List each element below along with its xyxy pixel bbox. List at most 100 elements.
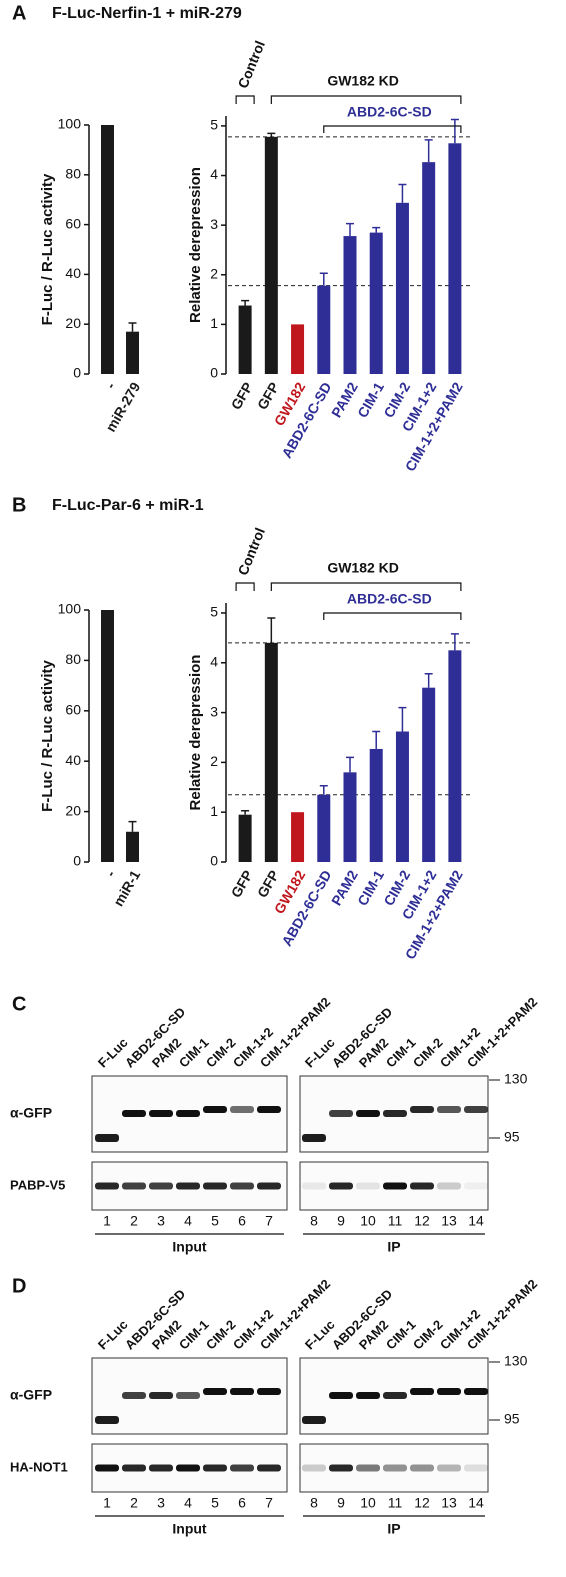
marker-label: 95 bbox=[504, 1129, 520, 1145]
band bbox=[437, 1464, 461, 1472]
y-tick-label: 0 bbox=[210, 853, 218, 869]
lane-label: CIM-2 bbox=[410, 1317, 446, 1353]
band bbox=[329, 1182, 353, 1190]
band bbox=[356, 1392, 380, 1399]
lane-number: 2 bbox=[130, 1495, 138, 1511]
band bbox=[203, 1182, 227, 1190]
bracket-label: GW182 KD bbox=[327, 73, 399, 89]
error-bar bbox=[267, 132, 276, 137]
y-tick-label: 0 bbox=[73, 853, 81, 869]
group-label: Input bbox=[172, 1239, 207, 1255]
error-bar bbox=[128, 820, 137, 832]
lane-label: F-Luc bbox=[95, 1035, 131, 1071]
lane-number: 4 bbox=[184, 1495, 192, 1511]
band bbox=[302, 1182, 326, 1190]
panel-label: A bbox=[12, 2, 26, 24]
bar bbox=[291, 324, 305, 374]
lane-number: 14 bbox=[468, 1213, 484, 1229]
bracket bbox=[323, 612, 462, 620]
panel-label: B bbox=[12, 494, 26, 516]
y-tick-label: 0 bbox=[73, 365, 81, 381]
lane-number: 11 bbox=[388, 1213, 403, 1229]
band bbox=[410, 1106, 434, 1113]
lane-number: 2 bbox=[130, 1213, 138, 1229]
lane-number: 10 bbox=[360, 1213, 376, 1229]
bar bbox=[101, 125, 114, 374]
lane-label: CIM-1 bbox=[383, 1317, 419, 1353]
lane-number: 12 bbox=[414, 1495, 430, 1511]
bar bbox=[343, 236, 357, 374]
y-tick-label: 40 bbox=[65, 265, 81, 281]
band bbox=[383, 1392, 407, 1399]
y-axis-label: F-Luc / R-Luc activity bbox=[39, 173, 56, 325]
y-tick-label: 2 bbox=[210, 753, 218, 769]
error-bar bbox=[372, 730, 381, 749]
band bbox=[122, 1182, 146, 1190]
bar bbox=[369, 748, 383, 862]
group-label: IP bbox=[387, 1239, 400, 1255]
lane-number: 3 bbox=[157, 1495, 165, 1511]
y-tick-label: 4 bbox=[210, 653, 218, 669]
band bbox=[176, 1392, 200, 1399]
lane-number: 8 bbox=[310, 1495, 318, 1511]
band bbox=[230, 1106, 254, 1113]
bar bbox=[264, 136, 278, 374]
band bbox=[329, 1392, 353, 1399]
band bbox=[176, 1182, 200, 1190]
x-tick-label: - bbox=[102, 867, 118, 879]
bar bbox=[317, 285, 331, 374]
band bbox=[95, 1464, 119, 1472]
lane-number: 4 bbox=[184, 1213, 192, 1229]
y-tick-label: 4 bbox=[210, 166, 218, 182]
lane-number: 9 bbox=[337, 1213, 345, 1229]
lane-label: F-Luc bbox=[95, 1317, 131, 1353]
bar bbox=[343, 772, 357, 862]
y-tick-label: 60 bbox=[65, 215, 81, 231]
band bbox=[383, 1182, 407, 1190]
bar bbox=[422, 162, 436, 374]
band bbox=[437, 1106, 461, 1113]
band bbox=[149, 1110, 173, 1117]
panel-title: F-Luc-Nerfin-1 + miR-279 bbox=[52, 5, 242, 22]
y-tick-label: 2 bbox=[210, 265, 218, 281]
error-bar bbox=[128, 322, 137, 332]
y-tick-label: 80 bbox=[65, 651, 81, 667]
band bbox=[302, 1134, 326, 1142]
band bbox=[203, 1388, 227, 1395]
bar bbox=[101, 610, 114, 862]
error-bar bbox=[398, 183, 407, 203]
group-label: IP bbox=[387, 1521, 400, 1537]
lane-label: CIM-1 bbox=[176, 1317, 212, 1353]
marker-label: 130 bbox=[504, 1353, 528, 1369]
row-label: α-GFP bbox=[10, 1387, 52, 1403]
lane-label: CIM-1 bbox=[383, 1035, 419, 1071]
row-label: HA-NOT1 bbox=[10, 1459, 68, 1474]
bracket bbox=[323, 125, 462, 133]
bar bbox=[238, 305, 252, 374]
band bbox=[122, 1392, 146, 1399]
band bbox=[257, 1464, 281, 1472]
band bbox=[302, 1464, 326, 1472]
bracket bbox=[270, 95, 462, 104]
lane-number: 6 bbox=[238, 1213, 246, 1229]
band bbox=[329, 1464, 353, 1472]
y-tick-label: 1 bbox=[210, 803, 218, 819]
band bbox=[257, 1182, 281, 1190]
bracket-label: Control bbox=[234, 38, 267, 90]
x-tick-label: GFP bbox=[228, 867, 256, 900]
panel-label: D bbox=[12, 1275, 26, 1297]
lane-number: 1 bbox=[103, 1213, 111, 1229]
y-tick-label: 80 bbox=[65, 166, 81, 182]
band bbox=[95, 1182, 119, 1190]
band bbox=[95, 1416, 119, 1424]
bar bbox=[126, 831, 139, 862]
row-label: α-GFP bbox=[10, 1105, 52, 1121]
bracket bbox=[270, 582, 462, 591]
x-tick-label: - bbox=[102, 379, 118, 391]
bar bbox=[395, 731, 409, 862]
y-tick-label: 20 bbox=[65, 315, 81, 331]
y-axis-label: Relative derepression bbox=[187, 167, 204, 323]
lane-number: 12 bbox=[414, 1213, 430, 1229]
x-tick-label: GFP bbox=[228, 379, 256, 412]
